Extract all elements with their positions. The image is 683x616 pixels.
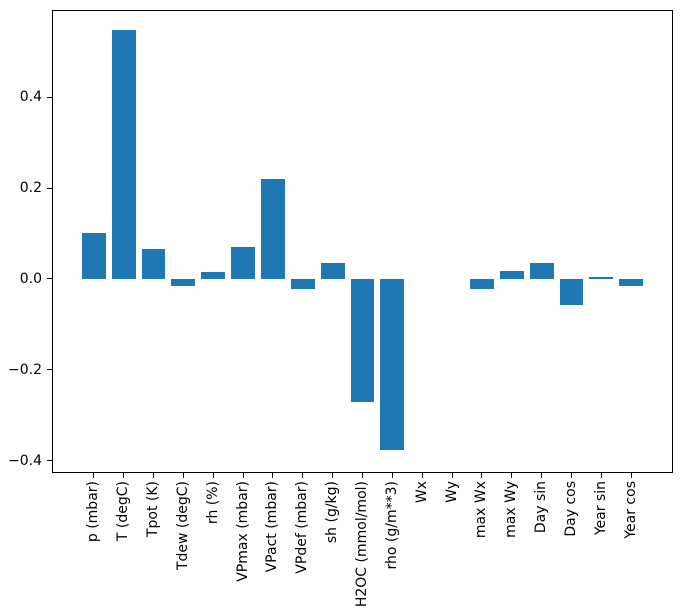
x-tick-label: max Wy bbox=[503, 481, 520, 538]
bar bbox=[589, 277, 614, 279]
x-tick-label: Day cos bbox=[562, 481, 579, 537]
x-tick-label: rho (g/m**3) bbox=[383, 481, 400, 570]
x-tick-label: VPact (mbar) bbox=[264, 481, 281, 573]
bar bbox=[350, 278, 375, 402]
bar bbox=[320, 262, 345, 279]
x-tick-label: rh (%) bbox=[204, 481, 221, 525]
y-tick-mark bbox=[47, 96, 52, 98]
y-tick-mark bbox=[47, 278, 52, 280]
x-tick-label: T (degC) bbox=[115, 481, 132, 542]
x-tick-label: Day sin bbox=[533, 481, 550, 534]
x-tick-label: Year sin bbox=[592, 481, 609, 536]
x-tick-mark bbox=[302, 473, 304, 478]
x-tick-mark bbox=[391, 473, 393, 478]
x-tick-label: VPmax (mbar) bbox=[234, 481, 251, 582]
y-tick-label: −0.2 bbox=[8, 361, 42, 378]
y-tick-label: 0.0 bbox=[19, 270, 42, 287]
x-tick-label: p (mbar) bbox=[85, 481, 102, 543]
bar bbox=[81, 232, 106, 279]
x-tick-mark bbox=[541, 473, 543, 478]
x-tick-mark bbox=[272, 473, 274, 478]
x-tick-mark bbox=[600, 473, 602, 478]
x-tick-mark bbox=[630, 473, 632, 478]
x-tick-mark bbox=[570, 473, 572, 478]
x-tick-label: sh (g/kg) bbox=[324, 481, 341, 544]
bar bbox=[529, 263, 554, 279]
x-tick-mark bbox=[362, 473, 363, 478]
plot-area bbox=[52, 10, 673, 473]
bar bbox=[290, 278, 315, 289]
bar bbox=[619, 278, 644, 287]
x-tick-mark bbox=[511, 473, 513, 478]
bar bbox=[201, 272, 226, 279]
y-tick-label: 0.2 bbox=[19, 180, 42, 197]
x-tick-mark bbox=[182, 473, 184, 478]
x-tick-label: H2OC (mmol/mol) bbox=[354, 481, 370, 608]
x-tick-mark bbox=[481, 473, 483, 478]
x-tick-label: Tpot (K) bbox=[145, 481, 161, 538]
bar bbox=[231, 247, 255, 279]
bar bbox=[380, 278, 405, 451]
x-tick-label: VPdef (mbar) bbox=[294, 481, 311, 574]
x-tick-label: Wy bbox=[443, 481, 460, 503]
y-tick-mark bbox=[47, 369, 52, 371]
bar bbox=[559, 278, 584, 305]
bar bbox=[260, 178, 285, 279]
x-tick-mark bbox=[451, 473, 453, 478]
bar bbox=[171, 278, 196, 287]
x-tick-mark bbox=[421, 473, 423, 478]
x-tick-label: Tdew (degC) bbox=[174, 481, 191, 571]
bar bbox=[111, 29, 136, 279]
y-tick-mark bbox=[47, 460, 52, 462]
x-tick-mark bbox=[332, 473, 334, 478]
bar bbox=[499, 270, 524, 279]
bar bbox=[141, 248, 166, 279]
bar bbox=[469, 278, 494, 289]
x-tick-mark bbox=[153, 473, 154, 478]
y-tick-label: 0.4 bbox=[19, 89, 42, 106]
x-tick-mark bbox=[93, 473, 95, 478]
x-tick-mark bbox=[242, 473, 244, 478]
x-tick-mark bbox=[212, 473, 214, 478]
y-tick-label: −0.4 bbox=[8, 452, 42, 469]
x-tick-label: Wx bbox=[413, 481, 430, 504]
y-tick-mark bbox=[47, 187, 52, 189]
x-tick-label: max Wx bbox=[473, 481, 490, 539]
x-tick-label: Year cos bbox=[622, 481, 639, 539]
x-tick-mark bbox=[123, 473, 125, 478]
